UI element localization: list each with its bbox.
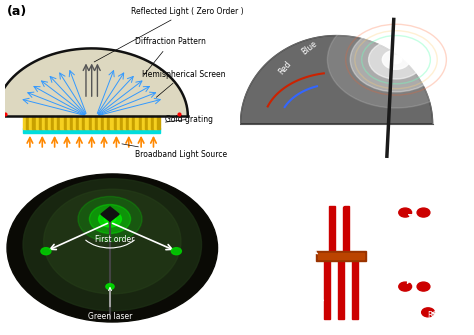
Bar <box>148 116 151 129</box>
Text: Blue: Blue <box>300 40 319 57</box>
Circle shape <box>399 282 411 291</box>
Bar <box>123 116 126 129</box>
Text: (d): (d) <box>243 172 264 185</box>
Text: Reflected Light ( Zero Order ): Reflected Light ( Zero Order ) <box>94 7 243 62</box>
Text: First order: First order <box>95 234 134 244</box>
Ellipse shape <box>23 179 201 311</box>
Bar <box>145 116 148 129</box>
Circle shape <box>106 284 114 289</box>
Text: Gold grating: Gold grating <box>165 115 213 124</box>
Text: Transmission: Transmission <box>330 174 380 183</box>
Polygon shape <box>0 49 188 116</box>
Bar <box>318 253 364 259</box>
Bar <box>57 116 61 129</box>
Circle shape <box>78 196 142 242</box>
Bar <box>95 116 98 129</box>
Text: (a): (a) <box>7 5 27 18</box>
Text: Red: Red <box>277 59 293 76</box>
Bar <box>316 251 366 261</box>
Ellipse shape <box>44 189 181 294</box>
Bar <box>36 116 39 129</box>
Bar <box>70 116 73 129</box>
Bar <box>39 116 42 129</box>
Bar <box>82 116 85 129</box>
Bar <box>352 261 358 319</box>
Bar <box>76 116 79 129</box>
Bar <box>117 116 120 129</box>
Bar <box>101 116 104 129</box>
Text: (c): (c) <box>7 172 26 185</box>
Bar <box>48 116 51 129</box>
Circle shape <box>383 50 410 69</box>
Bar <box>23 128 160 133</box>
Bar <box>129 116 132 129</box>
Bar <box>132 116 136 129</box>
Text: Green laser: Green laser <box>88 287 132 321</box>
Circle shape <box>90 204 131 233</box>
Circle shape <box>417 282 430 291</box>
Circle shape <box>350 27 442 92</box>
Bar <box>114 116 117 129</box>
Bar <box>26 116 29 129</box>
Bar <box>120 116 123 129</box>
Bar <box>343 206 349 251</box>
Bar <box>85 116 89 129</box>
Bar <box>42 116 45 129</box>
Text: Reflection: Reflection <box>427 311 465 320</box>
Bar <box>324 261 330 319</box>
Polygon shape <box>240 36 433 124</box>
Bar <box>51 116 54 129</box>
Ellipse shape <box>7 174 218 322</box>
Circle shape <box>399 208 411 217</box>
Text: Sample: Sample <box>263 230 292 240</box>
Bar <box>67 116 70 129</box>
Text: Diffraction
Spots: Diffraction Spots <box>428 225 469 245</box>
Bar <box>45 116 48 129</box>
Bar <box>98 116 101 129</box>
Bar <box>142 116 145 129</box>
Bar <box>79 116 82 129</box>
Bar <box>61 116 64 129</box>
Bar <box>73 116 76 129</box>
Circle shape <box>328 11 465 108</box>
Circle shape <box>390 56 402 64</box>
Bar <box>151 116 154 129</box>
Bar <box>157 116 160 129</box>
Circle shape <box>417 208 430 217</box>
Bar <box>29 116 32 129</box>
Bar <box>138 116 142 129</box>
Bar <box>329 206 335 251</box>
Bar <box>91 116 95 129</box>
Bar <box>23 116 26 129</box>
Circle shape <box>41 248 51 255</box>
Bar <box>110 116 114 129</box>
Circle shape <box>369 40 423 79</box>
Bar <box>154 116 157 129</box>
Bar <box>136 116 138 129</box>
Circle shape <box>104 215 116 223</box>
Bar <box>126 116 129 129</box>
Circle shape <box>422 308 435 317</box>
Bar <box>107 116 110 129</box>
Bar <box>338 261 344 319</box>
Text: (b): (b) <box>245 8 265 21</box>
Bar <box>104 116 107 129</box>
Bar <box>32 116 36 129</box>
Text: Broadband Light Source: Broadband Light Source <box>122 144 228 159</box>
Bar <box>89 116 91 129</box>
Polygon shape <box>101 207 119 221</box>
Text: Hemispherical Screen: Hemispherical Screen <box>142 70 226 97</box>
Text: Red Laser: Red Laser <box>276 302 314 311</box>
Circle shape <box>99 211 121 227</box>
Text: Diffraction Pattern: Diffraction Pattern <box>135 38 206 75</box>
Circle shape <box>171 248 182 255</box>
Bar <box>64 116 67 129</box>
Bar <box>54 116 57 129</box>
